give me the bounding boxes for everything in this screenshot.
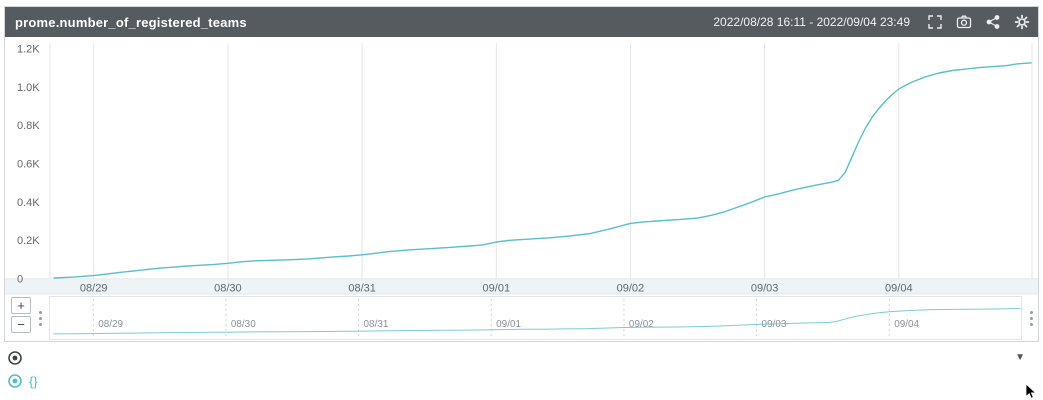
y-tick-label: 0.4K — [17, 197, 40, 209]
y-tick-label: 0.6K — [17, 159, 40, 171]
chart-panel: prome.number_of_registered_teams 2022/08… — [4, 6, 1039, 342]
nav-tick-label: 09/04 — [894, 319, 919, 330]
share-icon[interactable] — [985, 14, 1001, 30]
expand-icon[interactable] — [927, 14, 943, 30]
x-tick-label: 08/30 — [214, 283, 242, 295]
time-range-label: 2022/08/28 16:11 - 2022/09/04 23:49 — [713, 15, 910, 29]
nav-tick-label: 08/31 — [364, 319, 389, 330]
x-tick-label: 09/03 — [751, 283, 779, 295]
nav-tick-label: 09/02 — [629, 319, 654, 330]
x-tick-label: 08/29 — [80, 283, 108, 295]
range-navigator: + − 08/29 08/30 08/31 09/01 09/02 09/03 09/04 — [5, 295, 1038, 341]
x-tick-label: 09/02 — [617, 283, 645, 295]
screenshot-icon[interactable] — [956, 14, 972, 30]
nav-tick-label: 08/29 — [98, 319, 123, 330]
y-tick-label: 0 — [17, 274, 23, 286]
nav-tick-label: 09/01 — [496, 319, 521, 330]
zoom-in-button[interactable]: + — [11, 297, 31, 314]
main-chart-svg[interactable]: 08/29 08/30 08/31 09/01 09/02 09/03 09/04 0 0.2K… — [5, 37, 1038, 295]
settings-gear-icon[interactable] — [1014, 14, 1030, 30]
legend-marker-icon[interactable] — [7, 373, 23, 389]
navigator-left-handle[interactable] — [35, 296, 45, 340]
y-tick-label: 1.0K — [17, 82, 40, 94]
x-tick-label: 09/04 — [885, 283, 913, 295]
main-chart-area[interactable]: 08/29 08/30 08/31 09/01 09/02 09/03 09/04 0 0.2K… — [5, 37, 1038, 295]
nav-tick-label: 08/30 — [231, 319, 256, 330]
series-line — [53, 62, 1032, 279]
navigator-right-handle[interactable] — [1026, 296, 1036, 340]
y-tick-label: 0.2K — [17, 235, 40, 247]
collapse-arrow-icon[interactable]: ▼ — [1015, 351, 1025, 363]
x-tick-label: 09/01 — [483, 283, 511, 295]
y-tick-label: 0.8K — [17, 120, 40, 132]
y-tick-label: 1.2K — [17, 44, 40, 56]
nav-tick-label: 09/03 — [762, 319, 787, 330]
x-tick-label: 08/31 — [348, 283, 376, 295]
zoom-out-button[interactable]: − — [11, 316, 31, 333]
stream-toggle-icon[interactable] — [7, 350, 23, 366]
panel-title: prome.number_of_registered_teams — [15, 14, 247, 30]
navigator-minimap[interactable]: 08/29 08/30 08/31 09/01 09/02 09/03 09/04 — [49, 296, 1022, 340]
mouse-cursor-icon — [1025, 384, 1037, 399]
series-legend-label[interactable]: {} — [29, 373, 38, 389]
panel-header: prome.number_of_registered_teams 2022/08… — [5, 7, 1038, 37]
